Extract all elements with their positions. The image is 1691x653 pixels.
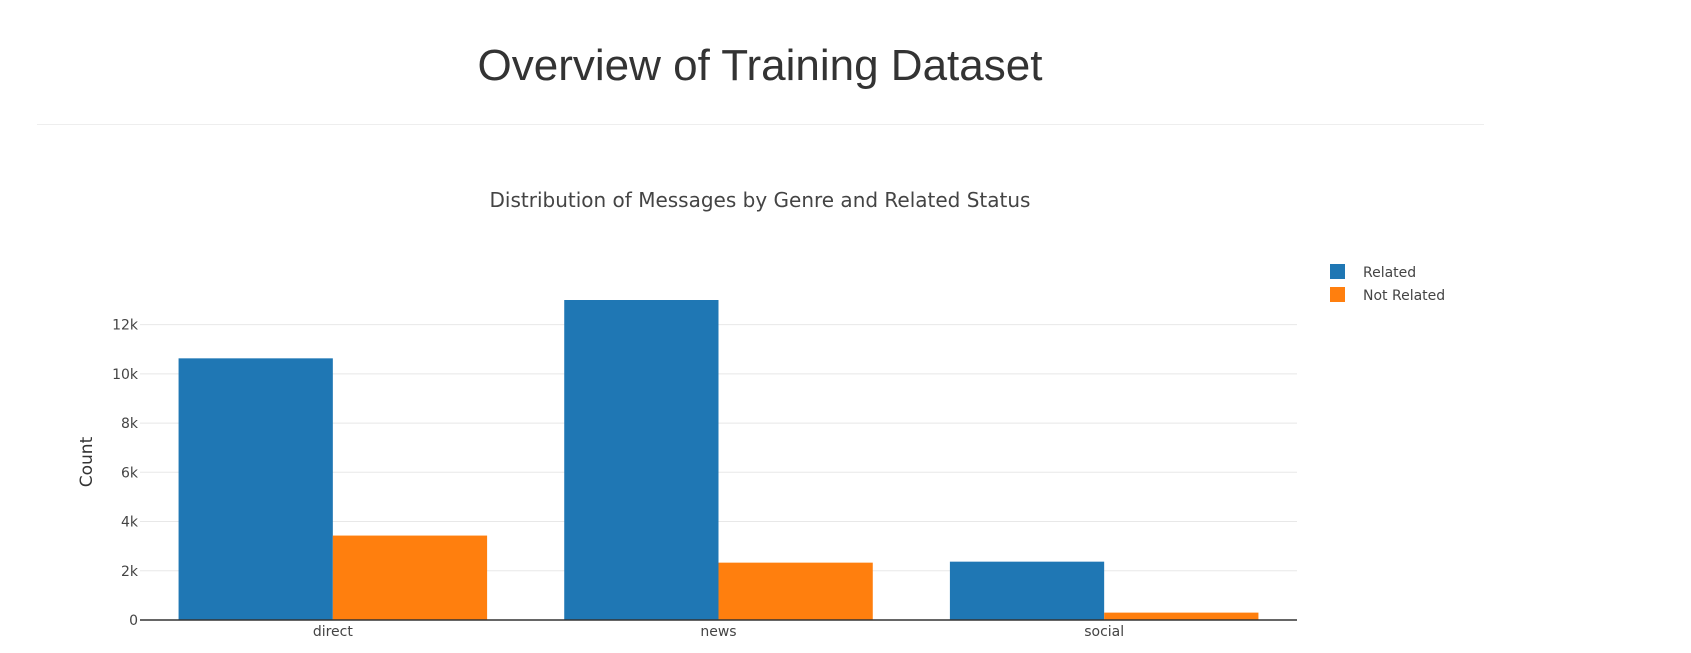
legend-label[interactable]: Not Related [1363, 288, 1445, 304]
y-axis-title: Count [77, 436, 97, 487]
legend-swatch[interactable] [1330, 287, 1345, 302]
x-tick-label: news [700, 624, 736, 640]
y-tick-label: 8k [121, 416, 139, 432]
page-title: Overview of Training Dataset [477, 41, 1043, 90]
bar-not-related-direct[interactable] [332, 535, 488, 620]
y-tick-label: 6k [121, 465, 139, 481]
legend-label[interactable]: Related [1363, 265, 1416, 281]
y-tick-label: 2k [121, 564, 139, 580]
bar-related-direct[interactable] [178, 358, 333, 620]
bar-not-related-social[interactable] [1104, 612, 1259, 620]
chart-title: Distribution of Messages by Genre and Re… [490, 188, 1031, 212]
title-divider [37, 124, 1484, 125]
bar-not-related-news[interactable] [718, 562, 873, 620]
y-tick-label: 0 [129, 613, 138, 629]
legend-swatch[interactable] [1330, 264, 1345, 279]
x-tick-labels: direct news social [313, 624, 1124, 640]
y-tick-label: 12k [112, 318, 139, 334]
legend: Related Not Related [1330, 264, 1445, 304]
bar-chart: Distribution of Messages by Genre and Re… [77, 188, 1445, 640]
y-tick-label: 10k [112, 367, 139, 383]
bar-related-social[interactable] [949, 561, 1105, 620]
x-tick-label: social [1084, 624, 1124, 640]
bar-related-news[interactable] [564, 300, 719, 620]
bars [178, 300, 1259, 620]
y-tick-label: 4k [121, 515, 139, 531]
chart-container: Distribution of Messages by Genre and Re… [0, 150, 1691, 648]
x-tick-label: direct [313, 624, 354, 640]
y-tick-labels: 0 2k 4k 6k 8k 10k 12k [112, 318, 139, 629]
